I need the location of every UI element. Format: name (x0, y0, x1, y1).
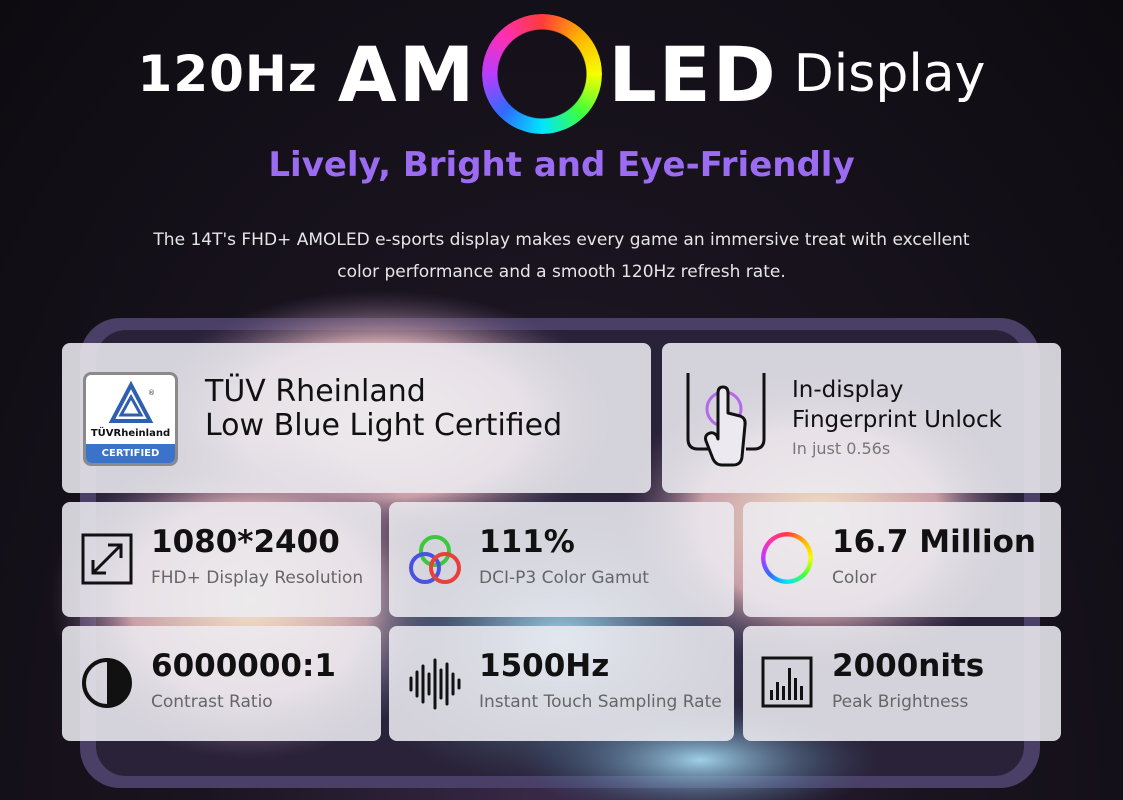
fingerprint-title-line1: In-display (792, 377, 904, 403)
spec-card-brightness: 2000nits Peak Brightness (743, 626, 1061, 741)
tuv-certification-card: ® TÜVRheinland CERTIFIED TÜV Rheinland L… (62, 343, 651, 493)
spec-value: 6000000:1 (151, 648, 336, 684)
spec-card-color-depth: 16.7 Million Color (743, 502, 1061, 617)
headline-word-start: AM (337, 29, 477, 119)
contrast-icon (82, 658, 132, 708)
fingerprint-subtitle: In just 0.56s (792, 439, 891, 458)
tuv-logo-badge: CERTIFIED (86, 444, 175, 463)
spec-label: DCI-P3 Color Gamut (479, 568, 649, 588)
spec-card-contrast: 6000000:1 Contrast Ratio (62, 626, 381, 741)
spec-value: 16.7 Million (832, 524, 1036, 560)
sound-wave-icon (409, 658, 461, 710)
spec-value: 1080*2400 (151, 524, 340, 560)
spec-card-color-gamut: 111% DCI-P3 Color Gamut (389, 502, 734, 617)
rgb-circles-icon (409, 535, 461, 584)
headline: 120Hz AM LED Display (0, 14, 1123, 134)
spec-value: 1500Hz (479, 648, 610, 684)
headline-word-end: LED (608, 29, 778, 119)
bar-chart-icon (761, 656, 813, 708)
tuv-title-line2: Low Blue Light Certified (205, 408, 563, 443)
tuv-title: TÜV Rheinland Low Blue Light Certified (205, 375, 562, 443)
spec-value: 2000nits (832, 648, 985, 684)
headline-suffix: Display (793, 44, 986, 104)
description: The 14T's FHD+ AMOLED e-sports display m… (153, 230, 970, 282)
svg-text:®: ® (148, 389, 154, 397)
spec-label: Contrast Ratio (151, 692, 273, 712)
fingerprint-title-line2: Fingerprint Unlock (792, 407, 1002, 433)
resize-diagonal-icon (81, 533, 133, 585)
spec-label: Peak Brightness (832, 692, 969, 712)
fingerprint-title: In-display Fingerprint Unlock (792, 375, 1002, 435)
subtitle: Lively, Bright and Eye-Friendly (268, 145, 855, 185)
spec-label: FHD+ Display Resolution (151, 568, 364, 588)
fingerprint-card: In-display Fingerprint Unlock In just 0.… (662, 343, 1061, 493)
tuv-logo-word: TÜVRheinland (90, 428, 171, 439)
tuv-triangle-icon: ® (108, 381, 154, 423)
tuv-certified-logo: ® TÜVRheinland CERTIFIED (83, 372, 178, 466)
spec-card-resolution: 1080*2400 FHD+ Display Resolution (62, 502, 381, 617)
color-ring-icon (761, 532, 813, 584)
tuv-title-line1: TÜV Rheinland (205, 374, 426, 409)
headline-prefix: 120Hz (137, 45, 318, 103)
spec-label: Instant Touch Sampling Rate (479, 692, 722, 712)
fingerprint-touch-icon (686, 373, 766, 467)
rainbow-ring-icon (482, 14, 603, 134)
spec-label: Color (832, 568, 877, 588)
spec-value: 111% (479, 524, 575, 560)
spec-card-touch-sampling: 1500Hz Instant Touch Sampling Rate (389, 626, 734, 741)
